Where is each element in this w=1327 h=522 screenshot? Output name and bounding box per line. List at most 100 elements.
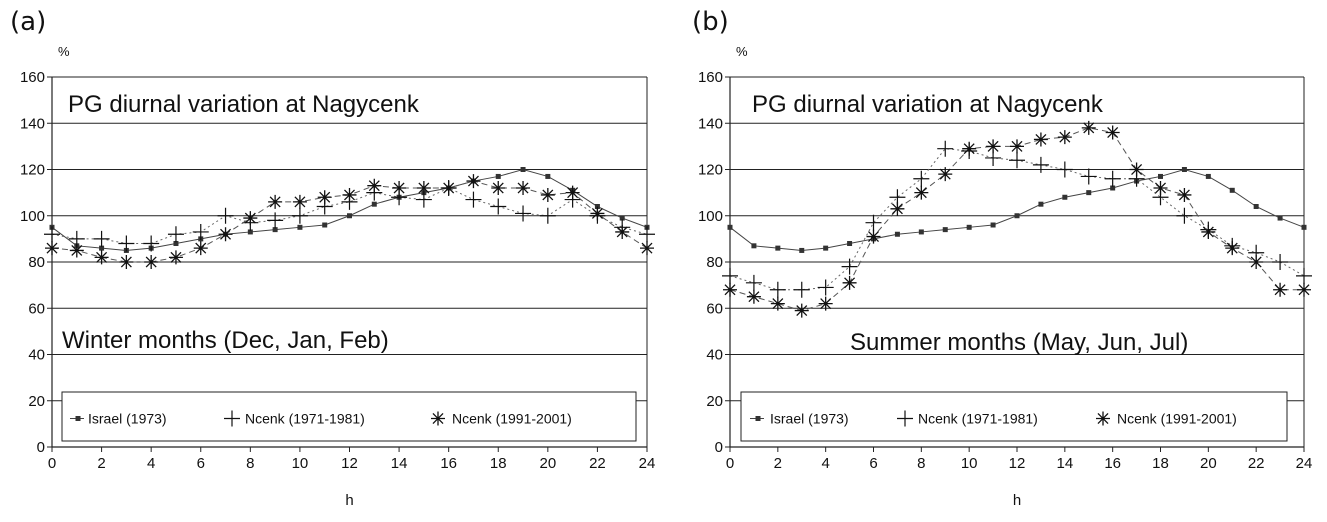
data-point	[823, 245, 829, 251]
legend-marker	[75, 416, 81, 421]
data-point	[727, 224, 733, 230]
series-plus	[44, 180, 655, 252]
data-point	[913, 170, 930, 187]
x-tick-label: 24	[1296, 455, 1313, 472]
data-point	[799, 247, 805, 253]
data-point	[890, 201, 905, 216]
data-point	[540, 187, 555, 202]
y-tick-label: 0	[715, 439, 723, 456]
legend-label: Israel (1973)	[770, 411, 849, 427]
x-tick-label: 12	[1009, 455, 1026, 472]
data-point	[69, 243, 84, 258]
x-tick-label: 4	[821, 455, 829, 472]
x-tick-label: 14	[1056, 455, 1073, 472]
data-point	[1038, 201, 1044, 207]
legend-marker	[897, 410, 913, 427]
data-point	[1249, 255, 1264, 269]
data-point	[723, 282, 737, 297]
data-point	[1104, 170, 1121, 187]
data-point	[938, 167, 953, 182]
data-point	[894, 231, 900, 237]
x-tick-label: 4	[147, 455, 155, 472]
data-point	[217, 207, 234, 224]
data-point	[441, 181, 456, 195]
legend-marker	[431, 411, 445, 426]
legend-label: Ncenk (1971-1981)	[245, 411, 365, 427]
series-square	[727, 167, 1307, 253]
data-point	[516, 181, 531, 195]
data-point	[986, 139, 1001, 154]
data-point	[866, 229, 881, 244]
data-point	[490, 198, 507, 215]
legend-marker	[755, 416, 761, 421]
data-point	[243, 211, 258, 226]
series-asterisk	[45, 174, 654, 269]
data-point	[515, 205, 532, 222]
y-tick-label: 100	[20, 208, 45, 225]
data-point	[193, 241, 208, 256]
data-point	[119, 255, 134, 269]
x-tick-label: 8	[246, 455, 254, 472]
y-tick-label: 80	[706, 254, 723, 271]
data-point	[1201, 224, 1216, 239]
y-tick-label: 60	[28, 300, 45, 317]
chart-title: PG diurnal variation at Nagycenk	[752, 91, 1104, 118]
data-point	[865, 214, 882, 231]
data-point	[322, 222, 328, 228]
data-point	[267, 212, 284, 229]
data-point	[545, 173, 551, 179]
y-tick-label: 120	[20, 162, 45, 179]
data-point	[520, 167, 526, 172]
data-point	[167, 226, 184, 243]
data-point	[1297, 282, 1311, 297]
data-point	[775, 245, 781, 251]
y-tick-label: 20	[706, 393, 723, 410]
legend-label: Ncenk (1971-1981)	[918, 411, 1038, 427]
y-tick-label: 60	[706, 300, 723, 317]
data-point	[1229, 187, 1235, 193]
y-tick-label: 20	[28, 393, 45, 410]
legend-label: Israel (1973)	[88, 411, 167, 427]
data-point	[817, 279, 834, 296]
data-point	[1105, 125, 1120, 140]
data-point	[168, 250, 183, 265]
data-point	[619, 215, 625, 221]
data-point	[93, 230, 110, 247]
panel-label: (a)	[10, 7, 46, 37]
x-tick-label: 18	[490, 455, 507, 472]
data-point	[99, 245, 105, 251]
data-point	[272, 227, 278, 233]
data-point	[1153, 181, 1168, 195]
data-point	[639, 226, 655, 243]
data-point	[143, 235, 160, 252]
data-point	[118, 235, 135, 252]
data-point	[1277, 215, 1283, 221]
y-tick-label: 120	[698, 162, 723, 179]
y-tick-label: 140	[698, 115, 723, 132]
data-point	[466, 174, 481, 189]
x-tick-label: 18	[1152, 455, 1169, 472]
data-point	[1033, 132, 1048, 147]
legend-label: Ncenk (1991-2001)	[452, 411, 572, 427]
data-point	[192, 223, 209, 240]
data-point	[297, 224, 303, 230]
data-point	[1253, 204, 1259, 209]
data-point	[966, 224, 972, 230]
data-point	[268, 194, 283, 209]
data-point	[1176, 207, 1193, 224]
data-point	[491, 181, 506, 195]
data-point	[539, 207, 556, 224]
data-point	[1086, 190, 1092, 196]
data-point	[1273, 282, 1288, 297]
y-axis-unit: %	[736, 44, 748, 59]
data-point	[495, 173, 501, 179]
data-point	[1014, 213, 1020, 219]
data-point	[818, 296, 833, 311]
data-point	[291, 207, 308, 224]
legend-box	[61, 391, 637, 442]
y-tick-label: 160	[20, 69, 45, 86]
data-point	[640, 241, 654, 256]
data-point	[615, 224, 630, 239]
x-tick-label: 2	[97, 455, 105, 472]
